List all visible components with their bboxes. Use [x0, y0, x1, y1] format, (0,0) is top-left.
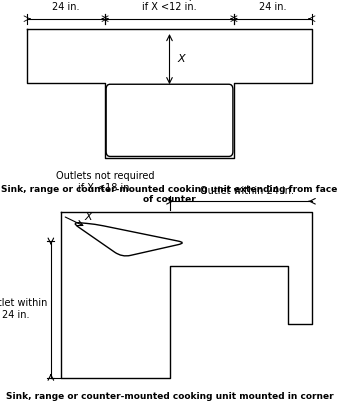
Text: Outlet not required
if X <12 in.: Outlet not required if X <12 in. — [123, 0, 216, 12]
Text: X: X — [85, 212, 92, 222]
Text: X: X — [178, 54, 185, 64]
Text: Outlet within
24 in.: Outlet within 24 in. — [241, 0, 304, 12]
Text: Outlet within
24 in.: Outlet within 24 in. — [35, 0, 98, 12]
Text: Outlet within 24 in.: Outlet within 24 in. — [200, 186, 295, 196]
Text: Sink, range or counter-mounted cooking unit extending from face of counter: Sink, range or counter-mounted cooking u… — [1, 185, 338, 204]
Text: Outlets not required
if X <18 in.: Outlets not required if X <18 in. — [56, 171, 154, 193]
Text: Sink, range or counter-mounted cooking unit mounted in corner: Sink, range or counter-mounted cooking u… — [6, 392, 333, 401]
Text: Outlet within
24 in.: Outlet within 24 in. — [0, 298, 47, 320]
